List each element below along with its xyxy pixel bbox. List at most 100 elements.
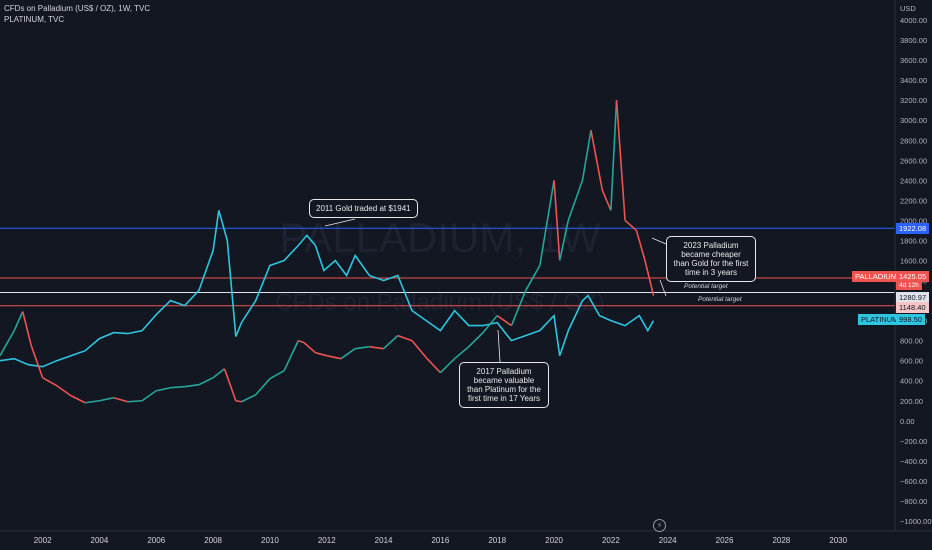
series-segment-palladium[interactable] [383, 335, 399, 350]
palladium-countdown-label: 4d 12h [896, 281, 922, 290]
series-segment-palladium[interactable] [553, 180, 561, 261]
series-segment-palladium[interactable] [510, 290, 527, 326]
y-tick-label: 3000.00 [900, 116, 927, 125]
series-segment-palladium[interactable] [241, 394, 257, 403]
series-segment-palladium[interactable] [156, 386, 171, 392]
y-tick-label: 1600.00 [900, 256, 927, 265]
palladium-symbol-label: PALLADIUM [852, 271, 900, 282]
series-segment-palladium[interactable] [610, 100, 618, 211]
x-tick-label: 2004 [91, 536, 109, 545]
series-segment-palladium[interactable] [0, 330, 15, 357]
watermark-line1: PALLADIUM, 1W [279, 214, 601, 261]
x-tick-label: 2014 [375, 536, 393, 545]
y-tick-label: 400.00 [900, 377, 923, 386]
series-segment-palladium[interactable] [30, 345, 44, 378]
chart-header-title: CFDs on Palladium (US$ / OZ), 1W, TVC [4, 4, 151, 13]
series-segment-palladium[interactable] [454, 346, 470, 360]
annotation-palladium-2023[interactable]: 2023 Palladium became cheaper than Gold … [666, 236, 756, 282]
y-tick-label: 800.00 [900, 337, 923, 346]
series-segment-palladium[interactable] [397, 334, 413, 342]
platinum-price-label: 998.50 [896, 314, 925, 325]
y-tick-label: −200.00 [900, 437, 927, 446]
series-segment-palladium[interactable] [127, 399, 143, 403]
series-segment-palladium[interactable] [326, 354, 342, 360]
platinum-symbol-label: PLATINUM [858, 314, 902, 325]
series-segment-palladium[interactable] [315, 351, 327, 357]
series-segment-palladium[interactable] [496, 314, 512, 327]
series-line-platinum[interactable] [0, 210, 655, 368]
series-segment-palladium[interactable] [99, 396, 114, 402]
y-tick-label: −400.00 [900, 457, 927, 466]
series-segment-palladium[interactable] [355, 345, 370, 350]
series-segment-palladium[interactable] [13, 311, 24, 331]
x-tick-label: 2030 [829, 536, 847, 545]
series-segment-palladium[interactable] [482, 315, 498, 334]
series-segment-palladium[interactable] [42, 377, 58, 387]
series-segment-palladium[interactable] [223, 368, 237, 402]
y-tick-label: 0.00 [900, 417, 915, 426]
y-tick-label: 2000.00 [900, 216, 927, 225]
series-segment-palladium[interactable] [283, 340, 300, 372]
currency-label: USD [900, 4, 916, 13]
series-segment-palladium[interactable] [590, 130, 604, 191]
series-segment-palladium[interactable] [624, 219, 637, 232]
series-segment-palladium[interactable] [439, 358, 456, 374]
series-segment-palladium[interactable] [581, 130, 592, 181]
annotation-palladium-2017[interactable]: 2017 Palladium became valuable than Plat… [459, 362, 549, 408]
series-segment-palladium[interactable] [425, 357, 441, 374]
x-tick-label: 2002 [34, 536, 52, 545]
gold-line-price-label: 1922.08 [896, 223, 930, 234]
series-segment-palladium[interactable] [468, 332, 484, 348]
series-segment-palladium[interactable] [539, 180, 555, 266]
watermark: PALLADIUM, 1W CFDs on Palladium (US$ / O… [275, 214, 604, 316]
annotation-pointer [651, 237, 667, 245]
series-segment-palladium[interactable] [70, 395, 86, 404]
y-tick-label: −1000.00 [900, 517, 932, 526]
series-segment-palladium[interactable] [524, 265, 541, 291]
x-tick-label: 2018 [488, 536, 506, 545]
series-segment-palladium[interactable] [601, 190, 612, 211]
x-tick-label: 2008 [204, 536, 222, 545]
y-tick-label: 3400.00 [900, 76, 927, 85]
series-segment-palladium[interactable] [558, 220, 570, 261]
x-tick-label: 2026 [716, 536, 734, 545]
series-segment-palladium[interactable] [635, 230, 646, 261]
series-segment-palladium[interactable] [198, 376, 214, 386]
series-segment-palladium[interactable] [170, 385, 185, 389]
x-tick-label: 2010 [261, 536, 279, 545]
annotation-pointer [497, 329, 501, 363]
series-segment-palladium[interactable] [235, 399, 242, 403]
annotation-gold-2011[interactable]: 2011 Gold traded at $1941 [309, 199, 418, 218]
series-segment-palladium[interactable] [113, 396, 129, 403]
palladium-price-label: 1425.05 [896, 271, 930, 282]
lightning-icon[interactable]: ⚡ [653, 519, 666, 532]
y-tick-label: 2600.00 [900, 156, 927, 165]
series-segment-palladium[interactable] [644, 260, 655, 296]
annotation-pointer [324, 218, 356, 227]
y-tick-label: −600.00 [900, 477, 927, 486]
series-segment-palladium[interactable] [340, 348, 356, 360]
series-segment-palladium[interactable] [615, 100, 626, 221]
series-segment-palladium[interactable] [269, 370, 285, 380]
series-segment-palladium[interactable] [303, 342, 316, 354]
x-tick-label: 2006 [147, 536, 165, 545]
series-segment-palladium[interactable] [411, 340, 427, 359]
y-tick-label: 3800.00 [900, 36, 927, 45]
potential-target-label-1: Potential target [684, 283, 728, 290]
x-tick-label: 2024 [659, 536, 677, 545]
series-segment-palladium[interactable] [21, 311, 33, 346]
series-segment-palladium[interactable] [85, 399, 100, 404]
series-segment-palladium[interactable] [212, 368, 225, 379]
target-1-price-label: 1280.97 [896, 292, 930, 303]
series-segment-palladium[interactable] [184, 383, 200, 388]
series-segment-palladium[interactable] [141, 390, 157, 402]
x-tick-label: 2020 [545, 536, 563, 545]
series-segment-palladium[interactable] [567, 180, 584, 221]
y-tick-label: 2800.00 [900, 136, 927, 145]
series-segment-palladium[interactable] [369, 345, 384, 350]
y-tick-label: 3600.00 [900, 56, 927, 65]
series-segment-palladium[interactable] [298, 339, 305, 344]
series-segment-palladium[interactable] [56, 385, 72, 397]
series-segment-palladium[interactable] [255, 378, 271, 396]
